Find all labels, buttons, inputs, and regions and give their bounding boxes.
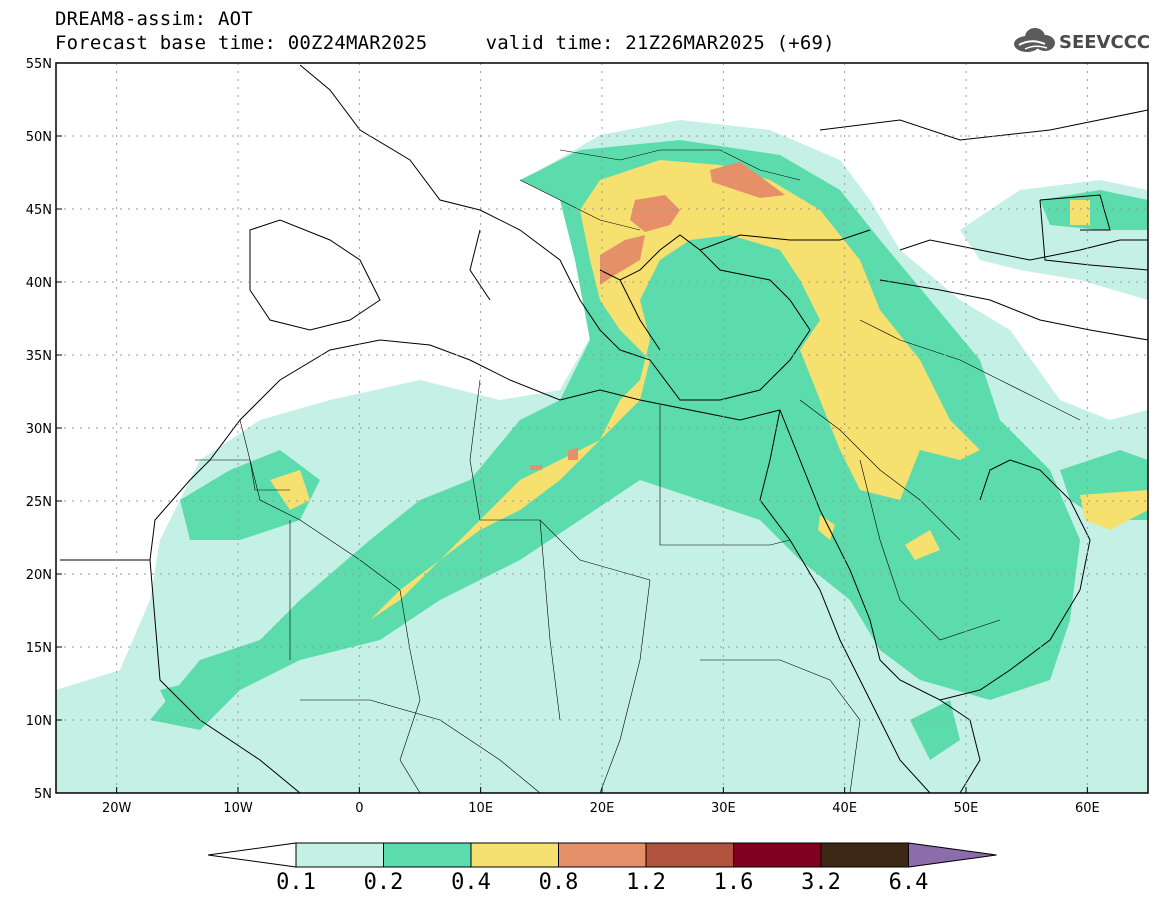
y-tick-label: 20N — [26, 568, 52, 583]
colorbar-over-arrow — [908, 842, 997, 868]
y-tick-label: 50N — [26, 130, 52, 145]
colorbar-segment — [295, 842, 384, 868]
colorbar-segment — [645, 842, 734, 868]
x-tick-label: 30E — [711, 801, 736, 816]
x-tick-label: 50E — [954, 801, 979, 816]
x-tick-label: 60E — [1075, 801, 1100, 816]
grid-lines — [56, 63, 1148, 793]
x-tick-label: 10W — [223, 801, 253, 816]
x-tick-label: 0 — [355, 801, 363, 816]
y-tick-label: 10N — [26, 714, 52, 729]
x-axis-ticks: 20W 10W 0 10E 20E 30E 40E 50E 60E — [102, 787, 1100, 816]
country-borders — [195, 149, 1081, 793]
x-tick-label: 20E — [590, 801, 615, 816]
colorbar-label: 1.2 — [626, 870, 666, 895]
aot-contour-0.8 — [530, 162, 785, 470]
y-tick-label: 5N — [34, 787, 52, 802]
forecast-time-subtitle: Forecast base time: 00Z24MAR2025 valid t… — [55, 32, 835, 54]
colorbar-segment — [470, 842, 559, 868]
colorbar-segment — [558, 842, 647, 868]
cloud-logo-icon — [1014, 28, 1055, 52]
map-plot-area — [56, 63, 1148, 793]
colorbar-under-arrow — [207, 842, 297, 868]
colorbar-segment — [733, 842, 822, 868]
colorbar-label: 0.1 — [276, 870, 316, 895]
y-tick-label: 55N — [26, 57, 52, 72]
coastlines — [60, 64, 1148, 793]
colorbar-label: 6.4 — [889, 870, 929, 895]
y-tick-label: 15N — [26, 641, 52, 656]
colorbar-segment — [383, 842, 472, 868]
colorbar-label: 0.2 — [364, 870, 404, 895]
x-tick-label: 40E — [832, 801, 857, 816]
colorbar-label: 3.2 — [801, 870, 841, 895]
y-tick-label: 30N — [26, 422, 52, 437]
y-axis-ticks: 55N 50N 45N 40N 35N 30N 25N 20N 15N 10N 5N — [26, 57, 62, 802]
y-tick-label: 35N — [26, 349, 52, 364]
colorbar-label: 1.6 — [714, 870, 754, 895]
colorbar-label: 0.8 — [539, 870, 579, 895]
colorbar-label: 0.4 — [451, 870, 491, 895]
seevccc-logo: SEEVCCC — [1014, 28, 1150, 53]
x-tick-label: 20W — [102, 801, 132, 816]
logo-text: SEEVCCC — [1059, 32, 1150, 53]
map-title: DREAM8-assim: AOT — [55, 8, 253, 30]
y-tick-label: 25N — [26, 495, 52, 510]
y-tick-label: 45N — [26, 203, 52, 218]
colorbar-segment — [820, 842, 909, 868]
y-tick-label: 40N — [26, 276, 52, 291]
x-tick-label: 10E — [468, 801, 493, 816]
colorbar: 0.1 0.2 0.4 0.8 1.2 1.6 3.2 6.4 — [207, 842, 997, 895]
